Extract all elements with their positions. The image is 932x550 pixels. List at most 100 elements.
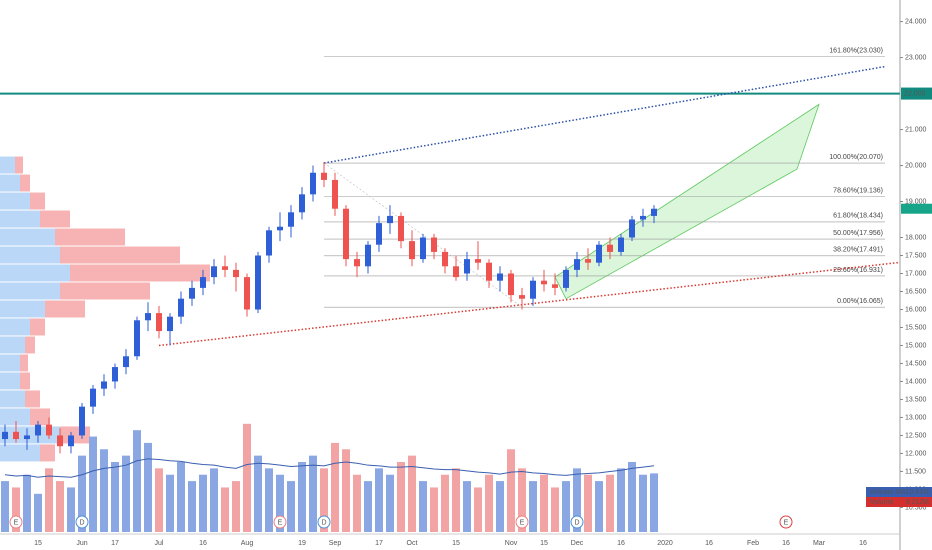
y-tick-label: 16.000 — [905, 306, 927, 313]
candle-body — [35, 424, 41, 436]
volume-bar — [78, 455, 86, 532]
event-label: D — [574, 519, 579, 526]
volume-bar — [529, 481, 537, 532]
profile-up — [0, 318, 30, 336]
y-tick-label: 23.000 — [905, 54, 927, 61]
y-tick-label: 16.500 — [905, 288, 927, 295]
profile-down — [20, 372, 30, 390]
volume-bar — [89, 436, 97, 532]
x-tick-label: 17 — [375, 540, 383, 547]
volume-bar — [210, 468, 218, 532]
candle-body — [101, 381, 107, 389]
candle-body — [585, 259, 591, 263]
x-tick-label: Dec — [571, 540, 584, 547]
candle-body — [310, 172, 316, 195]
candle-body — [46, 424, 52, 436]
candle-body — [508, 273, 514, 296]
x-tick-label: 16 — [782, 540, 790, 547]
profile-down — [70, 264, 210, 282]
volume-bar — [408, 455, 416, 532]
y-tick-label: 20.000 — [905, 162, 927, 169]
volume-bar — [188, 481, 196, 532]
candle-body — [244, 277, 250, 310]
candle-body — [431, 237, 437, 252]
volume-bar — [595, 481, 603, 532]
candle-body — [497, 273, 503, 281]
volume-bar — [639, 474, 647, 532]
candle-body — [442, 251, 448, 267]
candle-body — [486, 262, 492, 281]
profile-down — [55, 228, 125, 246]
y-tick-label: 14.000 — [905, 378, 927, 385]
candle-body — [574, 259, 580, 270]
volume-bar — [199, 474, 207, 532]
channel — [554, 103, 820, 300]
candle-body — [145, 313, 151, 321]
volume-bar — [12, 487, 20, 532]
profile-down — [20, 174, 30, 192]
profile-up — [0, 246, 60, 264]
profile-down — [60, 246, 180, 264]
volume-ma-line — [4, 458, 655, 478]
fib-label: 23.60%(16.931) — [833, 267, 883, 274]
volume-bar — [364, 481, 372, 532]
candle-body — [409, 241, 415, 260]
profile-up — [0, 354, 20, 372]
volume-bar — [386, 474, 394, 532]
x-tick-label: Mar — [813, 540, 826, 547]
volume-bar — [540, 474, 548, 532]
volume-bar — [496, 481, 504, 532]
volume-bar — [1, 481, 9, 532]
fib-label: 161.80%(23.030) — [829, 47, 883, 54]
candle-body — [563, 269, 569, 288]
x-tick-label: Feb — [747, 540, 759, 547]
event-label: E — [14, 519, 19, 526]
candle-body — [167, 316, 173, 332]
candle-body — [629, 219, 635, 238]
profile-down — [15, 156, 23, 174]
volume-bar — [452, 468, 460, 532]
y-tick-label: 15.000 — [905, 342, 927, 349]
y-tick-label: 14.500 — [905, 360, 927, 367]
event-marker — [9, 515, 23, 529]
profile-up — [0, 408, 30, 426]
volume-bar — [144, 442, 152, 532]
volume-bar — [551, 487, 559, 532]
candle-body — [266, 230, 272, 256]
volume-bar — [474, 487, 482, 532]
candle-body — [90, 388, 96, 407]
volume-bar — [67, 487, 75, 532]
volume-tag — [866, 487, 932, 497]
candle-body — [222, 266, 228, 270]
profile-down — [30, 408, 50, 426]
candle-body — [178, 298, 184, 317]
volume-tag-name: Volume — [870, 499, 893, 506]
price-tag — [901, 203, 932, 214]
candle-body — [365, 244, 371, 267]
volume-tag-value: 9.212M — [906, 499, 930, 506]
event-marker — [515, 515, 529, 529]
volume-bar — [617, 468, 625, 532]
candle-body — [156, 313, 162, 332]
candle-body — [420, 237, 426, 260]
volume-bar — [100, 449, 108, 532]
volume-bar — [111, 462, 119, 532]
event-label: E — [520, 519, 525, 526]
profile-down — [25, 336, 35, 354]
y-tick-label: 17.500 — [905, 252, 927, 259]
event-label: D — [321, 519, 326, 526]
volume-bar — [56, 481, 64, 532]
volume-bar — [232, 481, 240, 532]
candle-body — [475, 259, 481, 263]
fib-label: 61.80%(18.434) — [833, 213, 883, 220]
profile-up — [0, 282, 60, 300]
y-tick-label: 10.500 — [905, 504, 927, 511]
candle-body — [453, 266, 459, 278]
y-tick-label: 13.000 — [905, 414, 927, 421]
candle-body — [123, 356, 129, 368]
volume-bar — [342, 449, 350, 532]
x-tick-label: 15 — [452, 540, 460, 547]
volume-bar — [485, 474, 493, 532]
volume-bar — [353, 474, 361, 532]
